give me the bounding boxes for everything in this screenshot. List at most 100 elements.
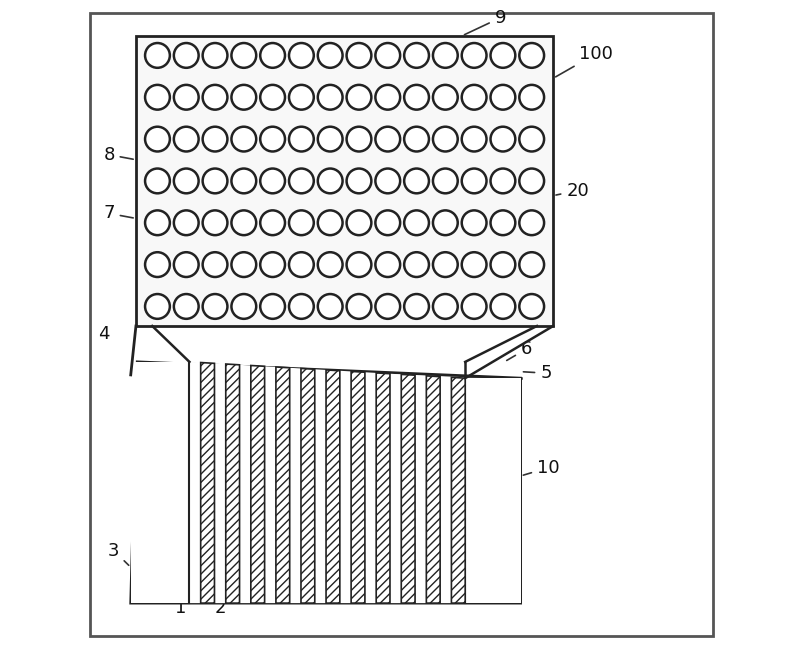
Circle shape bbox=[346, 126, 371, 151]
Circle shape bbox=[519, 252, 544, 277]
Circle shape bbox=[490, 252, 515, 277]
Circle shape bbox=[404, 85, 429, 110]
Circle shape bbox=[433, 169, 458, 194]
Circle shape bbox=[318, 126, 342, 151]
Polygon shape bbox=[426, 376, 440, 603]
Circle shape bbox=[490, 169, 515, 194]
Circle shape bbox=[490, 126, 515, 151]
Polygon shape bbox=[276, 367, 290, 603]
Circle shape bbox=[318, 294, 342, 319]
Circle shape bbox=[433, 211, 458, 235]
Circle shape bbox=[260, 252, 285, 277]
Circle shape bbox=[433, 252, 458, 277]
Text: 3: 3 bbox=[108, 542, 129, 565]
Circle shape bbox=[490, 85, 515, 110]
Circle shape bbox=[375, 43, 400, 68]
Circle shape bbox=[289, 294, 314, 319]
Polygon shape bbox=[201, 363, 214, 603]
Circle shape bbox=[145, 43, 170, 68]
Circle shape bbox=[346, 211, 371, 235]
Circle shape bbox=[404, 169, 429, 194]
Circle shape bbox=[404, 43, 429, 68]
Circle shape bbox=[519, 126, 544, 151]
Polygon shape bbox=[376, 373, 390, 603]
Bar bbox=[466, 378, 521, 603]
Circle shape bbox=[289, 126, 314, 151]
Bar bbox=[130, 362, 190, 603]
Circle shape bbox=[231, 43, 256, 68]
Circle shape bbox=[346, 294, 371, 319]
Circle shape bbox=[145, 211, 170, 235]
Circle shape bbox=[145, 252, 170, 277]
Circle shape bbox=[260, 294, 285, 319]
Text: 6: 6 bbox=[506, 340, 532, 361]
Circle shape bbox=[174, 294, 198, 319]
Circle shape bbox=[375, 85, 400, 110]
Circle shape bbox=[433, 43, 458, 68]
Circle shape bbox=[346, 85, 371, 110]
Circle shape bbox=[202, 252, 227, 277]
Circle shape bbox=[202, 294, 227, 319]
Circle shape bbox=[375, 294, 400, 319]
Circle shape bbox=[260, 126, 285, 151]
Circle shape bbox=[462, 211, 486, 235]
Circle shape bbox=[490, 294, 515, 319]
Circle shape bbox=[145, 169, 170, 194]
Circle shape bbox=[231, 294, 256, 319]
Polygon shape bbox=[226, 364, 239, 603]
Circle shape bbox=[462, 126, 486, 151]
Circle shape bbox=[202, 126, 227, 151]
Circle shape bbox=[318, 211, 342, 235]
Circle shape bbox=[375, 211, 400, 235]
Circle shape bbox=[404, 252, 429, 277]
Circle shape bbox=[404, 211, 429, 235]
Circle shape bbox=[375, 252, 400, 277]
Bar bbox=[136, 36, 554, 326]
Circle shape bbox=[519, 211, 544, 235]
Text: 5: 5 bbox=[523, 364, 552, 382]
Circle shape bbox=[260, 169, 285, 194]
Circle shape bbox=[375, 126, 400, 151]
Circle shape bbox=[519, 294, 544, 319]
Circle shape bbox=[231, 211, 256, 235]
Polygon shape bbox=[451, 378, 466, 603]
Circle shape bbox=[174, 85, 198, 110]
Circle shape bbox=[462, 294, 486, 319]
Circle shape bbox=[462, 43, 486, 68]
Circle shape bbox=[490, 43, 515, 68]
Circle shape bbox=[231, 169, 256, 194]
Circle shape bbox=[231, 252, 256, 277]
Circle shape bbox=[174, 252, 198, 277]
Circle shape bbox=[433, 126, 458, 151]
Circle shape bbox=[519, 85, 544, 110]
Circle shape bbox=[519, 43, 544, 68]
Circle shape bbox=[462, 252, 486, 277]
Text: 20: 20 bbox=[556, 182, 589, 200]
Circle shape bbox=[318, 43, 342, 68]
Circle shape bbox=[289, 169, 314, 194]
Circle shape bbox=[145, 85, 170, 110]
Circle shape bbox=[174, 169, 198, 194]
Circle shape bbox=[519, 169, 544, 194]
Circle shape bbox=[202, 211, 227, 235]
Circle shape bbox=[231, 126, 256, 151]
Polygon shape bbox=[251, 366, 265, 603]
Circle shape bbox=[346, 169, 371, 194]
Polygon shape bbox=[402, 374, 415, 603]
Circle shape bbox=[318, 85, 342, 110]
Text: 8: 8 bbox=[103, 146, 134, 164]
Circle shape bbox=[404, 126, 429, 151]
Circle shape bbox=[202, 169, 227, 194]
Circle shape bbox=[346, 43, 371, 68]
Circle shape bbox=[145, 294, 170, 319]
Polygon shape bbox=[130, 362, 521, 603]
Polygon shape bbox=[326, 370, 340, 603]
Circle shape bbox=[289, 43, 314, 68]
Text: 1: 1 bbox=[162, 598, 186, 617]
Circle shape bbox=[260, 85, 285, 110]
Circle shape bbox=[490, 211, 515, 235]
Text: 100: 100 bbox=[556, 45, 613, 77]
Circle shape bbox=[231, 85, 256, 110]
Text: 9: 9 bbox=[465, 9, 506, 35]
Text: 10: 10 bbox=[523, 459, 559, 477]
